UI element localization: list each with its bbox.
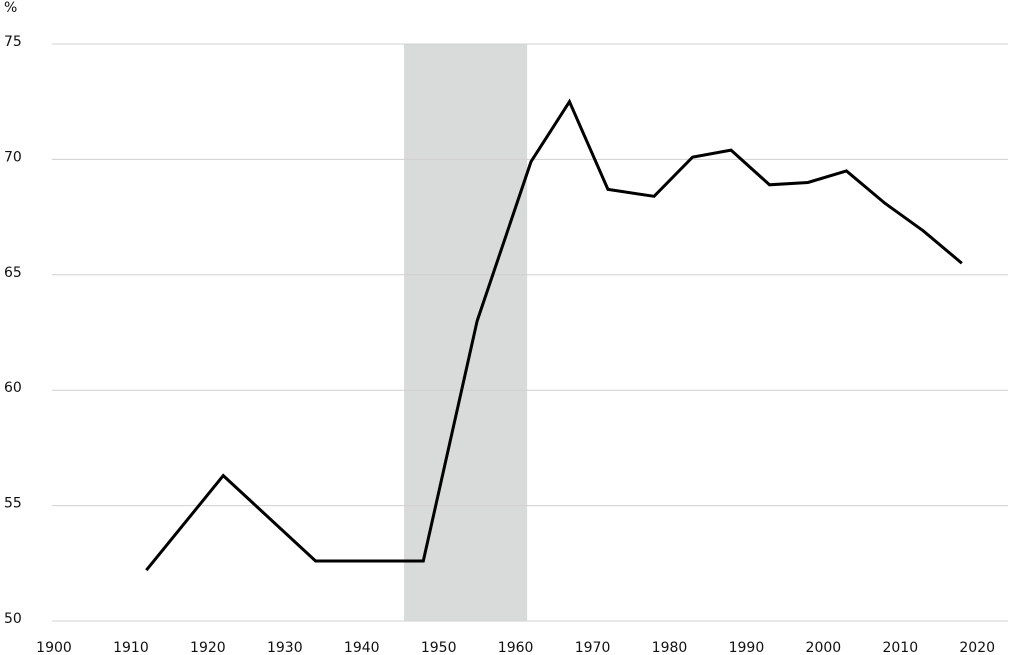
y-tick-label: 70 xyxy=(4,149,22,165)
y-axis-label: % xyxy=(4,0,17,16)
y-tick-label: 75 xyxy=(4,34,22,50)
y-tick-label: 60 xyxy=(4,380,22,396)
x-tick-label: 2010 xyxy=(882,640,918,655)
y-tick-label: 65 xyxy=(4,265,22,281)
shaded-period xyxy=(404,44,528,621)
x-tick-label: 2020 xyxy=(959,640,995,655)
x-tick-label: 1930 xyxy=(267,640,303,655)
x-tick-label: 1950 xyxy=(421,640,457,655)
x-tick-label: 1900 xyxy=(36,640,72,655)
y-tick-label: 55 xyxy=(4,496,22,512)
x-tick-label: 2000 xyxy=(806,640,842,655)
x-tick-label: 1980 xyxy=(652,640,688,655)
x-tick-label: 1910 xyxy=(113,640,149,655)
x-tick-label: 1960 xyxy=(498,640,534,655)
x-tick-label: 1970 xyxy=(575,640,611,655)
y-tick-label: 50 xyxy=(4,611,22,627)
x-tick-label: 1940 xyxy=(344,640,380,655)
x-tick-label: 1990 xyxy=(729,640,765,655)
x-tick-label: 1920 xyxy=(190,640,226,655)
data-line xyxy=(145,98,963,572)
